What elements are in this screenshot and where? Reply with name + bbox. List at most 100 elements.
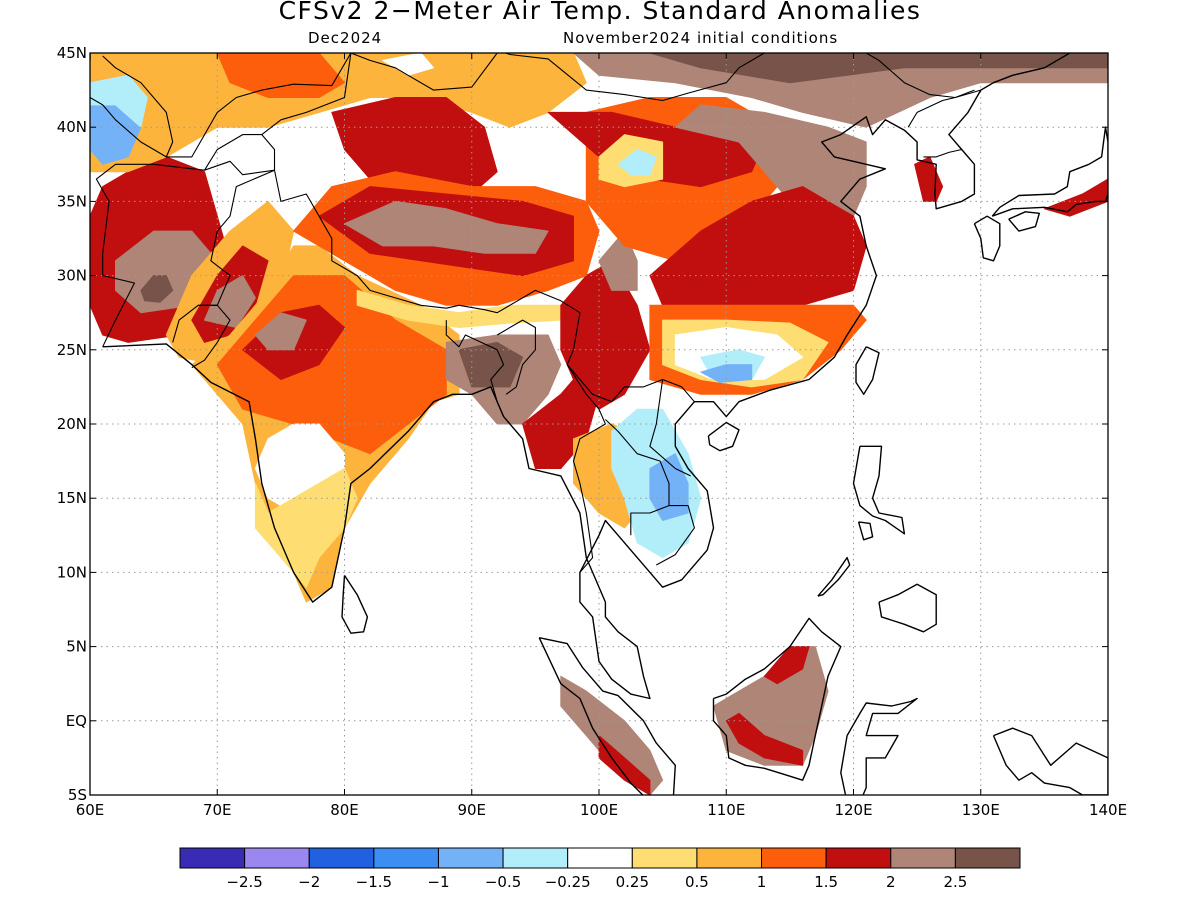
colorbar: −2.5 −2 −1.5 −1 −0.5 −0.25 0.25 0.5 1 1.5 2 2.5 xyxy=(179,847,1021,891)
initial-conditions: November2024 initial conditions xyxy=(563,29,839,47)
longitude-ticks: 60E 70E 80E 90E 100E 110E 120E 130E 140E xyxy=(76,53,1127,819)
anomaly-shading xyxy=(90,53,1108,795)
lat-tick-label: 10N xyxy=(57,563,87,581)
anomaly-region xyxy=(914,156,944,202)
country-border xyxy=(261,53,352,136)
anomaly-region xyxy=(331,97,498,195)
anomaly-region xyxy=(140,275,174,303)
colorbar-swatch xyxy=(244,847,310,869)
colorbar-label: 1.5 xyxy=(814,873,838,891)
lat-tick-label: 20N xyxy=(57,415,87,433)
lat-tick-label: 30N xyxy=(57,267,87,285)
country-border xyxy=(191,304,231,369)
country-border xyxy=(503,53,765,102)
colorbar-label: −1.5 xyxy=(356,873,392,891)
country-border xyxy=(172,169,695,403)
colorbar-label: 2 xyxy=(886,873,896,891)
country-border xyxy=(566,364,606,573)
anomaly-region xyxy=(204,275,256,328)
lon-tick-label: 140E xyxy=(1089,801,1127,819)
coastline xyxy=(852,445,906,535)
colorbar-swatch xyxy=(179,847,246,869)
coastline xyxy=(973,215,1001,262)
anomaly-region xyxy=(617,149,657,176)
lat-tick-label: 40N xyxy=(57,118,87,136)
colorbar-label: 1 xyxy=(757,873,767,891)
colorbar-label: −2 xyxy=(298,873,320,891)
coastline xyxy=(707,421,740,452)
lon-tick-label: 130E xyxy=(962,801,1000,819)
anomaly-region xyxy=(560,675,664,795)
lat-tick-label: 5N xyxy=(66,638,87,656)
lon-tick-label: 100E xyxy=(580,801,618,819)
coastline xyxy=(857,521,874,541)
colorbar-swatch xyxy=(373,847,439,869)
coastline xyxy=(855,346,880,395)
colorbar-label: 0.5 xyxy=(685,873,709,891)
colorbar-swatch xyxy=(567,847,633,869)
lon-tick-label: 120E xyxy=(834,801,872,819)
country-border xyxy=(605,419,670,536)
colorbar-label: 2.5 xyxy=(943,873,967,891)
lon-tick-label: 70E xyxy=(203,801,232,819)
map-title: CFSv2 2−Meter Air Temp. Standard Anomali… xyxy=(278,0,922,25)
coastline xyxy=(878,583,937,633)
colorbar-swatch xyxy=(825,847,892,869)
coastline xyxy=(840,697,918,795)
lon-tick-label: 80E xyxy=(330,801,359,819)
lon-tick-label: 90E xyxy=(457,801,486,819)
lat-tick-label: EQ xyxy=(66,712,87,730)
country-border xyxy=(656,505,695,566)
anomaly-region xyxy=(344,200,549,254)
colorbar-swatch xyxy=(631,847,698,869)
coastline xyxy=(991,126,1108,217)
colorbar-swatch xyxy=(308,847,375,869)
anomaly-region xyxy=(725,712,804,766)
coastline xyxy=(712,617,842,781)
country-border xyxy=(102,55,174,158)
colorbar-swatch xyxy=(696,847,763,869)
valid-month: Dec2024 xyxy=(308,29,383,47)
coastline xyxy=(341,575,369,634)
colorbar-label: 0.25 xyxy=(616,873,649,891)
latitude-ticks: 45N 40N 35N 30N 25N 20N 15N 10N 5N EQ 5S xyxy=(57,44,1108,804)
lat-tick-label: 35N xyxy=(57,192,87,210)
country-border xyxy=(95,160,275,348)
country-border xyxy=(90,53,352,158)
graticule xyxy=(90,53,1108,795)
country-border xyxy=(649,379,691,477)
coastlines xyxy=(90,53,1108,795)
colorbar-swatch xyxy=(502,847,569,869)
country-border xyxy=(496,319,536,395)
coastline xyxy=(538,637,676,795)
anomaly-region xyxy=(458,341,524,388)
colorbar-label: −2.5 xyxy=(226,873,262,891)
country-border xyxy=(923,148,962,158)
lat-tick-label: 5S xyxy=(68,786,87,804)
anomaly-region xyxy=(649,53,1108,84)
colorbar-label: −0.25 xyxy=(545,873,591,891)
anomaly-region xyxy=(763,646,810,685)
lat-tick-label: 25N xyxy=(57,341,87,359)
colorbar-swatch xyxy=(761,847,827,869)
lon-tick-label: 60E xyxy=(76,801,105,819)
colorbar-label: −0.5 xyxy=(485,873,521,891)
colorbar-swatch xyxy=(437,847,504,869)
lat-tick-label: 45N xyxy=(57,44,87,62)
country-border xyxy=(907,89,975,128)
country-border xyxy=(350,53,498,91)
colorbar-swatch xyxy=(954,847,1021,869)
lon-tick-label: 110E xyxy=(707,801,745,819)
lat-tick-label: 15N xyxy=(57,489,87,507)
coastline xyxy=(102,53,1071,700)
country-border xyxy=(445,320,505,417)
country-borders xyxy=(90,53,981,573)
coastline xyxy=(1008,211,1041,232)
country-border xyxy=(204,134,276,171)
anomaly-region xyxy=(254,312,307,351)
anomaly-region xyxy=(1043,178,1108,217)
anomaly-region xyxy=(216,53,345,98)
colorbar-label: −1 xyxy=(427,873,449,891)
colorbar-swatch xyxy=(890,847,956,869)
